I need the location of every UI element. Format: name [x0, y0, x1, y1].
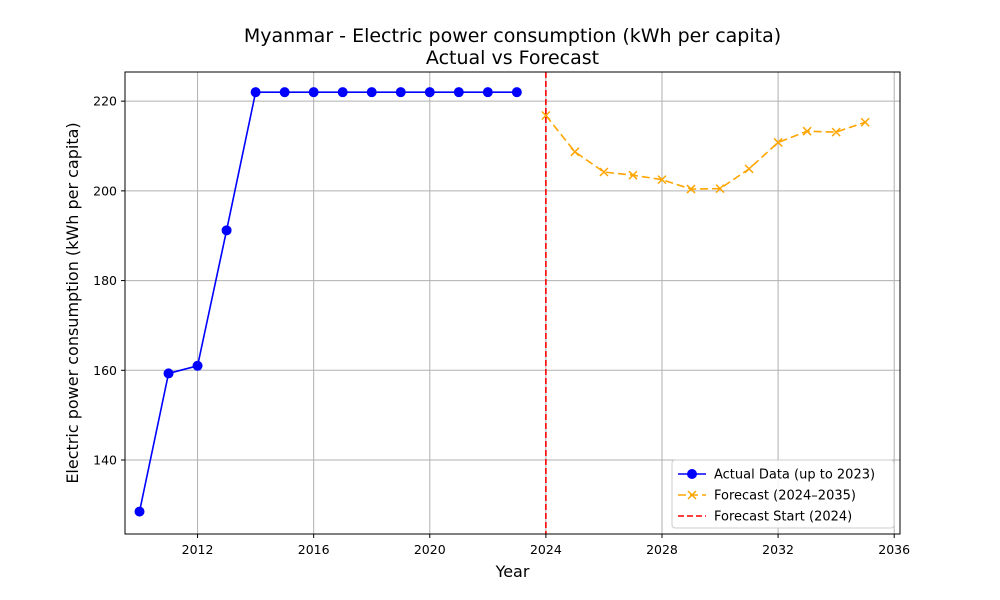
data-point [831, 127, 841, 137]
chart-subtitle: Actual vs Forecast [426, 47, 599, 69]
data-point [860, 117, 870, 127]
data-point [424, 87, 435, 98]
data-point [453, 87, 464, 98]
data-point [715, 184, 725, 194]
data-point [570, 147, 580, 157]
data-point [482, 87, 493, 98]
data-point [192, 360, 203, 371]
series-line-1 [545, 115, 866, 190]
data-point [744, 164, 754, 174]
data-point [308, 87, 319, 98]
x-tick-label: 2032 [762, 542, 794, 557]
plot-area [134, 72, 870, 534]
data-point [221, 225, 232, 236]
data-point [279, 87, 290, 98]
x-tick-label: 2024 [530, 542, 562, 557]
series-line-0 [138, 91, 517, 512]
data-point [686, 184, 696, 194]
x-tick-label: 2036 [878, 542, 910, 557]
data-point [366, 87, 377, 98]
legend: Actual Data (up to 2023) Forecast (2024–2… [671, 459, 895, 529]
x-axis-label: Year [495, 562, 530, 581]
x-tick-label: 2016 [298, 542, 330, 557]
legend-swatch-marker [687, 490, 697, 500]
data-point [395, 87, 406, 98]
data-point [163, 368, 174, 379]
y-tick-label: 200 [93, 183, 117, 198]
y-tick-label: 220 [93, 94, 117, 109]
data-point [337, 87, 348, 98]
plot-frame [124, 71, 901, 535]
legend-swatch-marker [687, 469, 697, 479]
data-point [599, 167, 609, 177]
legend-label: Forecast Start (2024) [714, 510, 852, 525]
legend-label: Forecast (2024–2035) [714, 489, 856, 504]
data-point [511, 87, 522, 98]
y-axis-label: Electric power consumption (kWh per capi… [63, 122, 82, 483]
data-point [802, 126, 812, 136]
data-point [773, 137, 783, 147]
y-tick-label: 160 [93, 363, 117, 378]
legend-box [671, 459, 895, 529]
y-tick-label: 140 [93, 452, 117, 467]
legend-label: Actual Data (up to 2023) [714, 468, 875, 483]
data-point [541, 110, 551, 121]
chart-title: Myanmar - Electric power consumption (kW… [244, 25, 781, 47]
data-point [250, 87, 261, 98]
data-point [628, 170, 638, 180]
axis-ticks: 2012 2016 2020 2024 2028 2032 2036 140 160 180 200… [93, 94, 910, 557]
data-point [657, 175, 667, 185]
x-tick-label: 2028 [646, 542, 678, 557]
x-tick-label: 2020 [414, 542, 446, 557]
x-tick-label: 2012 [182, 542, 214, 557]
y-tick-label: 180 [93, 273, 117, 288]
data-point [134, 506, 145, 517]
